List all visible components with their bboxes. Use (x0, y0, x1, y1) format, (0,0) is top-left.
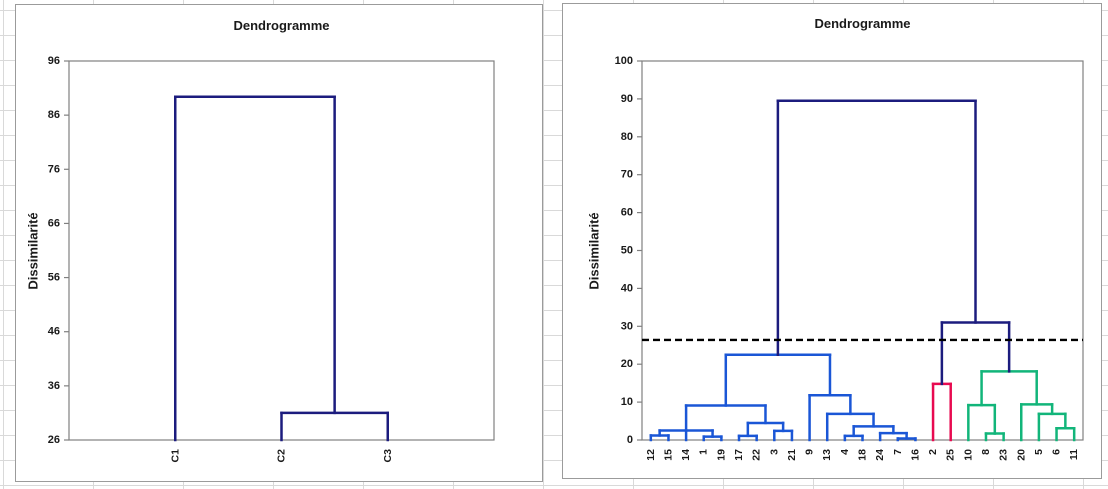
svg-text:1: 1 (698, 449, 710, 455)
dendrogram-chart-right: Dendrogramme Dissimilarité 0 10 20 30 40 50 60… (562, 3, 1102, 479)
svg-text:26: 26 (48, 434, 60, 446)
svg-text:9: 9 (804, 449, 816, 455)
svg-text:36: 36 (48, 380, 60, 392)
svg-text:20: 20 (621, 358, 633, 370)
svg-text:46: 46 (48, 326, 60, 338)
svg-text:22: 22 (751, 449, 763, 461)
svg-text:15: 15 (662, 449, 674, 461)
svg-text:24: 24 (874, 449, 886, 461)
svg-text:10: 10 (962, 449, 974, 461)
y-axis-title: Dissimilarité (25, 212, 41, 290)
svg-text:86: 86 (48, 109, 60, 121)
svg-text:50: 50 (621, 245, 633, 257)
svg-text:18: 18 (857, 449, 869, 461)
svg-text:0: 0 (627, 434, 633, 446)
svg-text:80: 80 (621, 131, 633, 143)
svg-text:16: 16 (909, 449, 921, 461)
svg-text:30: 30 (621, 320, 633, 332)
svg-text:11: 11 (1068, 449, 1080, 460)
svg-text:23: 23 (998, 449, 1010, 461)
svg-text:17: 17 (733, 449, 745, 461)
svg-text:5: 5 (1033, 449, 1045, 455)
dendrogram-chart-left: Dendrogramme Dissimilarité 26 36 46 56 66 76 8… (15, 4, 543, 482)
svg-text:7: 7 (892, 449, 904, 455)
svg-text:12: 12 (645, 449, 657, 461)
svg-text:4: 4 (839, 449, 851, 455)
svg-text:C1: C1 (169, 449, 181, 463)
svg-text:13: 13 (821, 449, 833, 461)
chart-title: Dendrogramme (814, 16, 911, 31)
svg-text:100: 100 (615, 55, 633, 67)
svg-text:56: 56 (48, 272, 60, 284)
svg-text:96: 96 (48, 55, 60, 67)
svg-text:76: 76 (48, 163, 60, 175)
svg-text:25: 25 (945, 449, 957, 461)
svg-text:3: 3 (768, 449, 780, 455)
svg-text:10: 10 (621, 396, 633, 408)
svg-text:C2: C2 (276, 449, 288, 463)
chart-title: Dendrogramme (233, 18, 330, 33)
svg-text:19: 19 (715, 449, 727, 461)
svg-text:90: 90 (621, 93, 633, 105)
svg-text:2: 2 (927, 449, 939, 455)
svg-text:C3: C3 (382, 449, 394, 463)
svg-text:20: 20 (1015, 449, 1027, 461)
svg-text:70: 70 (621, 169, 633, 181)
svg-text:14: 14 (680, 449, 692, 461)
y-axis-title: Dissimilarité (586, 212, 602, 290)
svg-text:6: 6 (1051, 449, 1063, 455)
svg-text:40: 40 (621, 282, 633, 294)
svg-text:60: 60 (621, 207, 633, 219)
svg-text:8: 8 (980, 449, 992, 455)
svg-text:21: 21 (786, 449, 798, 461)
dendrogram-canvas-left: 26 36 46 56 66 76 86 96 C1 C2 C3 (48, 55, 495, 463)
svg-text:66: 66 (48, 217, 60, 229)
